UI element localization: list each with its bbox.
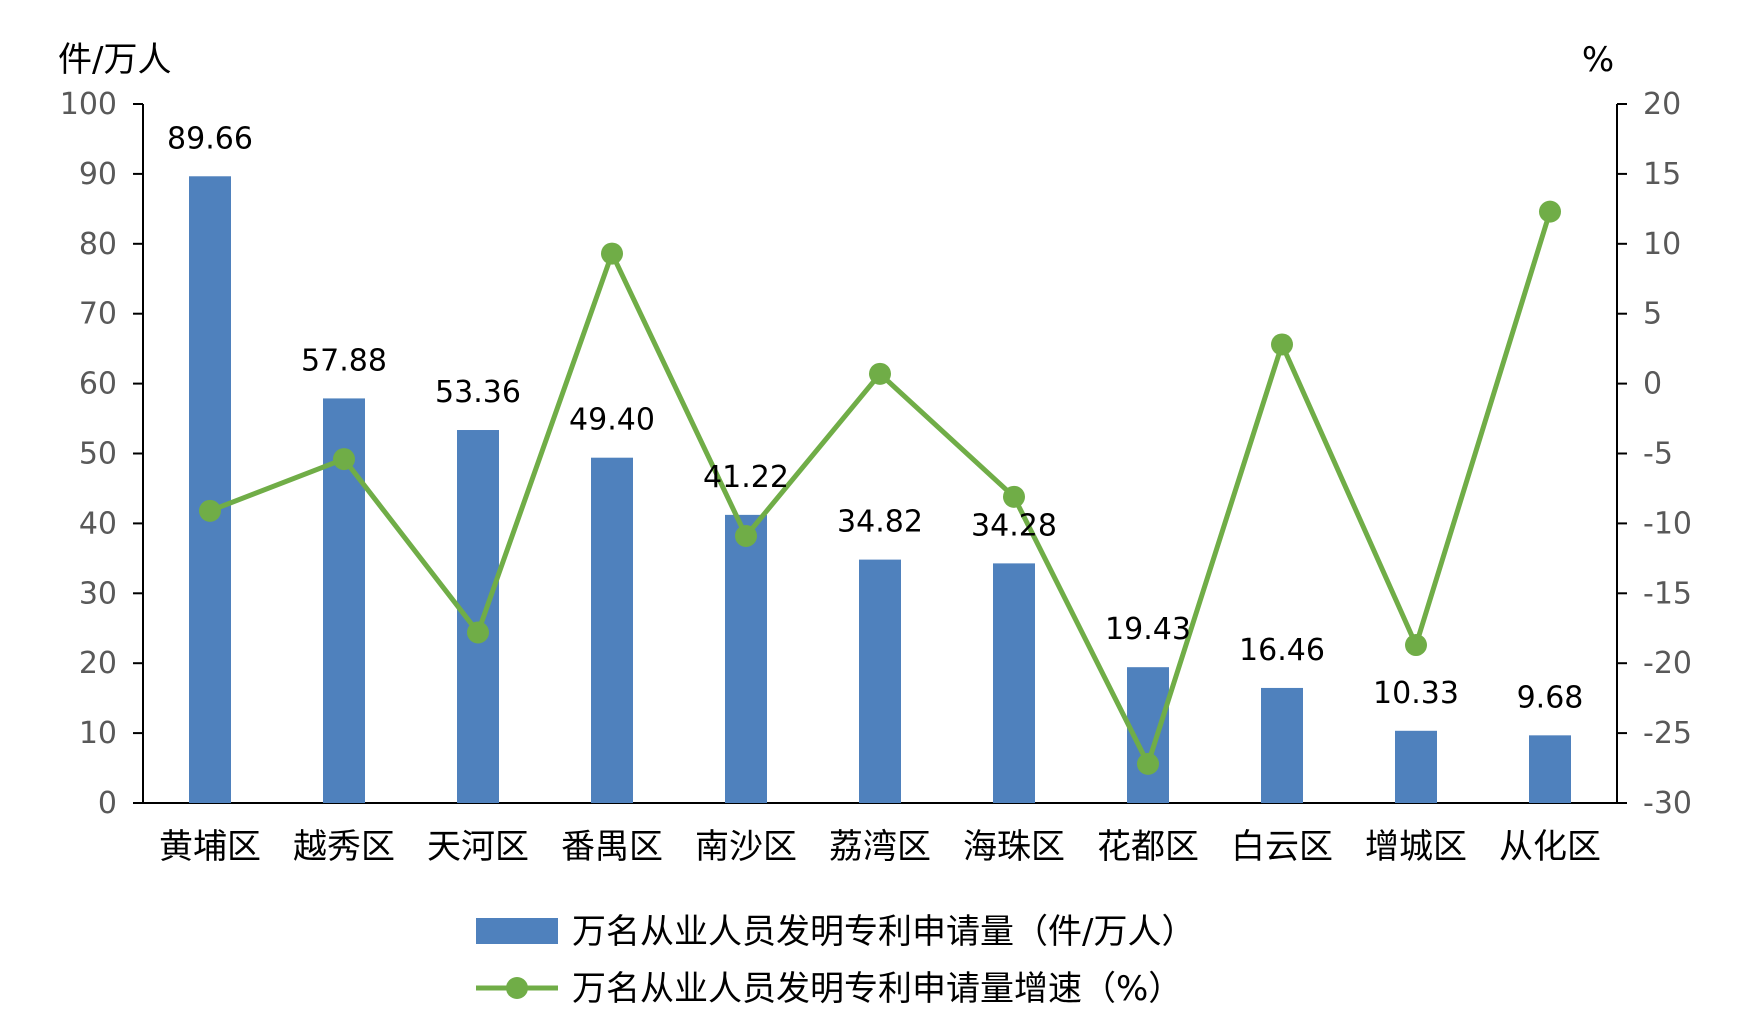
- bar-data-label: 10.33: [1373, 676, 1459, 711]
- right-tick-label: 0: [1643, 367, 1662, 402]
- right-tick-label: 10: [1643, 227, 1681, 262]
- right-axis-unit: %: [1582, 40, 1614, 80]
- right-tick-label: -5: [1643, 437, 1673, 472]
- growth-point: [869, 362, 891, 385]
- left-tick-label: 20: [79, 646, 117, 681]
- right-tick-label: -25: [1643, 716, 1692, 751]
- right-tick-label: -20: [1643, 646, 1692, 681]
- bar-data-label: 34.82: [837, 505, 923, 540]
- x-tick-label: 荔湾区: [829, 827, 931, 867]
- growth-point: [1405, 634, 1427, 657]
- bar-data-label: 16.46: [1239, 633, 1325, 668]
- right-tick-label: -10: [1643, 506, 1692, 541]
- bar: [1395, 730, 1437, 803]
- growth-point: [601, 242, 623, 265]
- growth-point: [1003, 485, 1025, 508]
- left-tick-label: 0: [98, 786, 117, 821]
- x-tick-label: 白云区: [1231, 827, 1333, 867]
- bar-data-label: 53.36: [435, 375, 521, 410]
- x-tick-label: 增城区: [1365, 827, 1467, 867]
- left-tick-label: 70: [79, 297, 117, 332]
- bar-data-label: 9.68: [1517, 680, 1584, 715]
- x-tick-label: 南沙区: [695, 827, 797, 867]
- legend-line-label: 万名从业人员发明专利申请量增速（%）: [572, 969, 1182, 1009]
- x-tick-label: 黄埔区: [159, 827, 261, 867]
- bar-data-label: 49.40: [569, 403, 655, 438]
- bar: [591, 457, 633, 803]
- left-tick-label: 50: [79, 437, 117, 472]
- bar-data-label: 41.22: [703, 460, 789, 495]
- bar: [859, 559, 901, 803]
- left-tick-label: 40: [79, 506, 117, 541]
- bar: [725, 514, 767, 803]
- plot-area: 0 10 20 30 40 50 60 70 80 90 100 -30 -25 -20 -15 -10 -5 0…: [60, 87, 1692, 867]
- legend-line-marker: [506, 977, 528, 999]
- x-tick-label: 海珠区: [963, 827, 1065, 867]
- bar: [1529, 735, 1571, 803]
- x-tick-label: 天河区: [427, 827, 529, 867]
- right-tick-label: -15: [1643, 576, 1692, 611]
- x-tick-label: 从化区: [1499, 827, 1601, 867]
- right-tick-label: 5: [1643, 297, 1662, 332]
- left-tick-label: 60: [79, 367, 117, 402]
- x-tick-label: 花都区: [1097, 827, 1199, 867]
- x-tick-label: 越秀区: [293, 827, 395, 867]
- right-tick-label: 20: [1643, 87, 1681, 122]
- left-tick-label: 10: [79, 716, 117, 751]
- growth-point: [1137, 752, 1159, 775]
- left-tick-label: 90: [79, 157, 117, 192]
- left-tick-label: 100: [60, 87, 117, 122]
- left-axis-unit: 件/万人: [58, 40, 171, 80]
- bar-data-label: 89.66: [167, 121, 253, 156]
- legend: 万名从业人员发明专利申请量（件/万人） 万名从业人员发明专利申请量增速（%）: [476, 912, 1195, 1009]
- legend-bar-swatch: [476, 918, 558, 944]
- growth-point: [467, 621, 489, 644]
- growth-point: [199, 499, 221, 522]
- growth-point: [735, 524, 757, 547]
- growth-point: [1271, 333, 1293, 356]
- bar: [1261, 687, 1303, 803]
- bar-data-label: 34.28: [971, 508, 1057, 543]
- legend-bar-label: 万名从业人员发明专利申请量（件/万人）: [572, 912, 1195, 952]
- bar-data-label: 57.88: [301, 343, 387, 378]
- growth-point: [1539, 200, 1561, 223]
- bar-data-label: 19.43: [1105, 612, 1191, 647]
- left-tick-label: 30: [79, 576, 117, 611]
- right-tick-label: 15: [1643, 157, 1681, 192]
- left-tick-label: 80: [79, 227, 117, 262]
- bar: [189, 176, 231, 803]
- bar: [993, 563, 1035, 803]
- growth-point: [333, 448, 355, 471]
- x-tick-label: 番禺区: [561, 827, 663, 867]
- right-tick-label: -30: [1643, 786, 1692, 821]
